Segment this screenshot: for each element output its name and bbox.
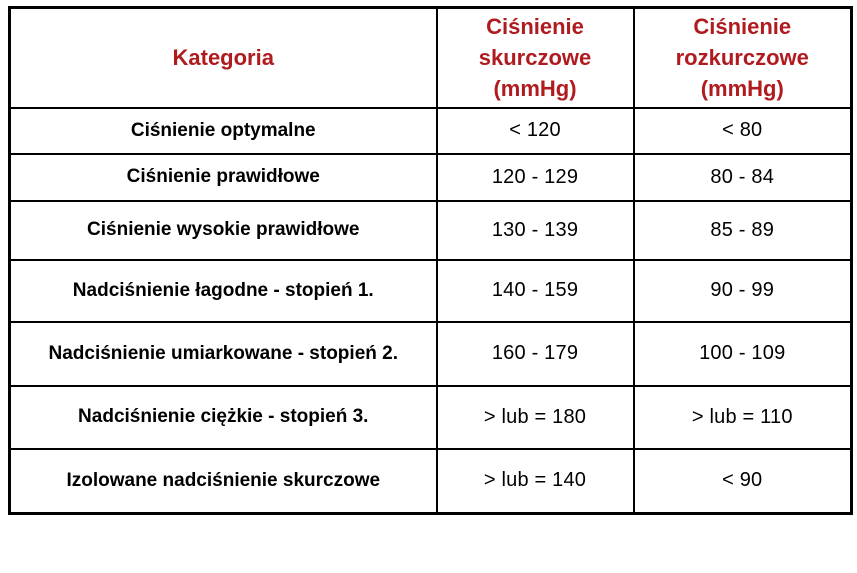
row-diastolic: > lub = 110 — [632, 384, 853, 450]
header-systolic: Ciśnienie skurczowe (mmHg) — [435, 6, 635, 109]
row-diastolic: < 80 — [632, 106, 853, 155]
row-systolic: < 120 — [435, 106, 635, 155]
row-category: Izolowane nadciśnienie skurczowe — [8, 447, 438, 515]
row-category: Nadciśnienie umiarkowane - stopień 2. — [8, 320, 438, 387]
table-row: Ciśnienie optymalne < 120 < 80 — [8, 106, 853, 155]
row-diastolic: 85 - 89 — [632, 199, 853, 261]
table-row: Ciśnienie wysokie prawidłowe 130 - 139 8… — [8, 199, 853, 261]
table-row: Nadciśnienie ciężkie - stopień 3. > lub … — [8, 384, 853, 450]
row-diastolic: < 90 — [632, 447, 853, 515]
row-systolic: 160 - 179 — [435, 320, 635, 387]
blood-pressure-table: Kategoria Ciśnienie skurczowe (mmHg) Ciś… — [8, 6, 853, 516]
table-row: Ciśnienie prawidłowe 120 - 129 80 - 84 — [8, 152, 853, 202]
header-category: Kategoria — [8, 6, 438, 109]
row-systolic: 140 - 159 — [435, 258, 635, 323]
header-diastolic: Ciśnienie rozkurczowe (mmHg) — [632, 6, 853, 109]
header-row: Kategoria Ciśnienie skurczowe (mmHg) Ciś… — [8, 6, 853, 109]
table-row: Nadciśnienie łagodne - stopień 1. 140 - … — [8, 258, 853, 323]
row-category: Ciśnienie optymalne — [8, 106, 438, 155]
row-diastolic: 90 - 99 — [632, 258, 853, 323]
row-systolic: > lub = 180 — [435, 384, 635, 450]
table-row: Izolowane nadciśnienie skurczowe > lub =… — [8, 447, 853, 515]
table-row: Nadciśnienie umiarkowane - stopień 2. 16… — [8, 320, 853, 387]
row-category: Nadciśnienie ciężkie - stopień 3. — [8, 384, 438, 450]
row-systolic: > lub = 140 — [435, 447, 635, 515]
row-category: Nadciśnienie łagodne - stopień 1. — [8, 258, 438, 323]
row-category: Ciśnienie wysokie prawidłowe — [8, 199, 438, 261]
row-diastolic: 80 - 84 — [632, 152, 853, 202]
row-systolic: 130 - 139 — [435, 199, 635, 261]
row-category: Ciśnienie prawidłowe — [8, 152, 438, 202]
row-diastolic: 100 - 109 — [632, 320, 853, 387]
row-systolic: 120 - 129 — [435, 152, 635, 202]
